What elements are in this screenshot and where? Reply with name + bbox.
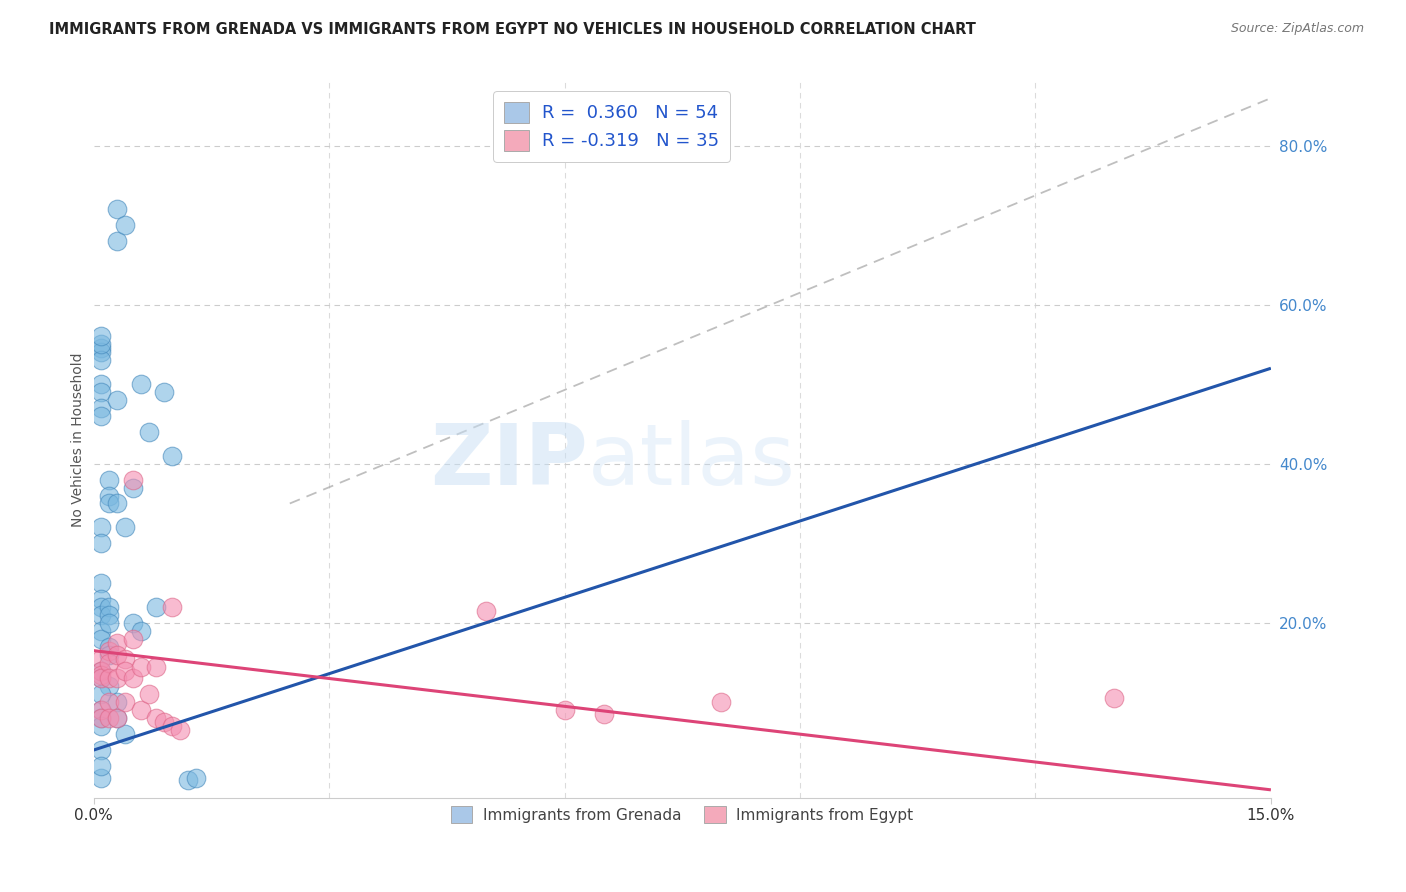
Point [1102, 691, 1125, 706]
Point [98, 615, 121, 630]
Point [121, 632, 143, 646]
Point [553, 703, 575, 717]
Point [90, 687, 112, 701]
Point [90, 651, 112, 665]
Point [592, 707, 614, 722]
Point [105, 234, 128, 248]
Point [90, 385, 112, 400]
Point [105, 636, 128, 650]
Point [90, 703, 112, 717]
Point [98, 489, 121, 503]
Point [98, 643, 121, 657]
Point [98, 648, 121, 662]
Point [105, 648, 128, 662]
Point [153, 385, 176, 400]
Point [475, 604, 498, 618]
Point [90, 703, 112, 717]
Point [98, 656, 121, 670]
Point [129, 659, 152, 673]
Point [129, 624, 152, 638]
Point [90, 329, 112, 343]
Point [177, 772, 200, 787]
Point [105, 672, 128, 686]
Point [90, 711, 112, 725]
Point [90, 337, 112, 351]
Point [90, 664, 112, 678]
Point [98, 473, 121, 487]
Point [160, 449, 183, 463]
Point [153, 715, 176, 730]
Point [160, 599, 183, 614]
Point [90, 599, 112, 614]
Point [105, 393, 128, 408]
Point [184, 771, 207, 785]
Legend: Immigrants from Grenada, Immigrants from Egypt: Immigrants from Grenada, Immigrants from… [444, 799, 920, 830]
Point [114, 520, 136, 534]
Text: IMMIGRANTS FROM GRENADA VS IMMIGRANTS FROM EGYPT NO VEHICLES IN HOUSEHOLD CORREL: IMMIGRANTS FROM GRENADA VS IMMIGRANTS FR… [49, 22, 976, 37]
Point [90, 632, 112, 646]
Point [90, 743, 112, 757]
Point [90, 672, 112, 686]
Point [90, 607, 112, 622]
Point [90, 520, 112, 534]
Point [90, 667, 112, 681]
Text: ZIP: ZIP [430, 420, 588, 503]
Point [129, 703, 152, 717]
Point [105, 202, 128, 216]
Point [105, 496, 128, 510]
Point [114, 651, 136, 665]
Point [98, 640, 121, 654]
Point [90, 672, 112, 686]
Point [105, 695, 128, 709]
Point [138, 425, 160, 439]
Point [98, 599, 121, 614]
Point [98, 711, 121, 725]
Point [105, 711, 128, 725]
Point [90, 759, 112, 773]
Point [90, 409, 112, 423]
Point [138, 687, 160, 701]
Point [121, 473, 143, 487]
Point [114, 664, 136, 678]
Point [114, 695, 136, 709]
Point [90, 719, 112, 733]
Point [145, 599, 167, 614]
Point [90, 377, 112, 392]
Point [98, 695, 121, 709]
Point [160, 719, 183, 733]
Point [169, 723, 191, 738]
Point [121, 615, 143, 630]
Text: Source: ZipAtlas.com: Source: ZipAtlas.com [1230, 22, 1364, 36]
Point [145, 711, 167, 725]
Point [98, 680, 121, 694]
Point [90, 401, 112, 415]
Point [145, 659, 167, 673]
Point [105, 711, 128, 725]
Point [121, 481, 143, 495]
Point [121, 672, 143, 686]
Point [710, 695, 733, 709]
Point [98, 607, 121, 622]
Point [90, 591, 112, 606]
Point [90, 664, 112, 678]
Point [90, 345, 112, 359]
Point [90, 342, 112, 356]
Point [90, 711, 112, 725]
Point [129, 377, 152, 392]
Point [114, 218, 136, 232]
Point [90, 771, 112, 785]
Point [114, 727, 136, 741]
Y-axis label: No Vehicles in Household: No Vehicles in Household [72, 352, 86, 527]
Point [90, 624, 112, 638]
Point [98, 672, 121, 686]
Point [98, 496, 121, 510]
Text: atlas: atlas [588, 420, 796, 503]
Point [90, 536, 112, 550]
Point [90, 353, 112, 368]
Point [90, 576, 112, 591]
